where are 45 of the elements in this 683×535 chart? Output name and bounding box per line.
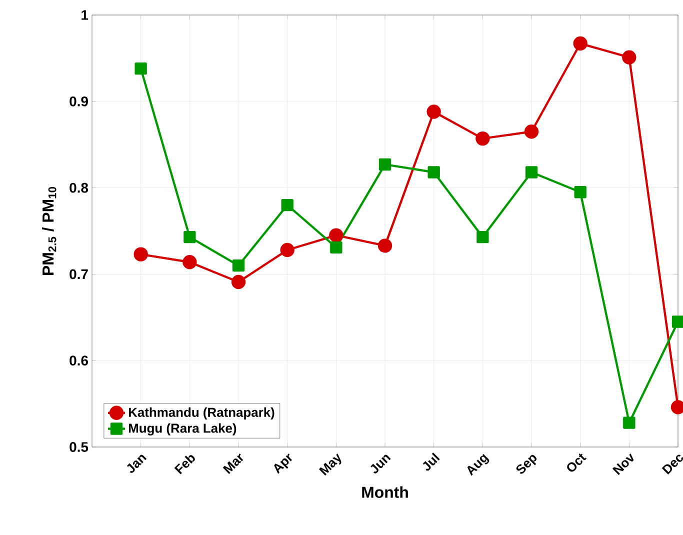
point (330, 241, 342, 254)
y-tick-label: 0.7 (70, 269, 88, 280)
y-tick-label: 0.5 (70, 442, 88, 452)
point (574, 186, 586, 198)
legend-label: Kathmandu (Ratnapark) (128, 407, 274, 420)
x-tick-label: Jul (422, 452, 440, 471)
x-tick-label: Apr (274, 454, 292, 474)
x-tick-label: Aug (467, 454, 490, 476)
point (280, 242, 294, 258)
point (329, 228, 344, 242)
y-tick-label: 0.8 (70, 182, 88, 193)
y-axis-title: PM$_{2.5}$ / PM$_{10}$ (42, 186, 56, 275)
point (231, 274, 246, 290)
x-tick-label: Jan (126, 454, 147, 473)
x-axis-title: Month (362, 486, 408, 498)
point (378, 158, 392, 171)
point (428, 166, 440, 178)
point (573, 36, 588, 51)
point (378, 238, 392, 253)
point (134, 247, 148, 262)
legend-label: Mugu (Rara Lake) (128, 423, 236, 436)
point (476, 131, 490, 146)
x-tick-label: Sep (516, 454, 537, 474)
point (426, 104, 441, 119)
x-tick-label: May (318, 453, 342, 476)
x-tick-label: Feb (174, 455, 195, 474)
point (232, 259, 245, 272)
x-tick-label: Mar (222, 454, 244, 474)
y-tick-label: 0.6 (70, 356, 88, 366)
point (281, 198, 294, 212)
x-tick-label: Jun (370, 454, 391, 474)
point (134, 62, 147, 75)
y-tick-label: 1 (82, 10, 88, 20)
point (622, 50, 636, 64)
point (672, 316, 683, 328)
x-tick-label: Oct (567, 453, 587, 472)
point (524, 124, 539, 139)
y-tick-label: 0.9 (70, 96, 88, 106)
point (182, 255, 197, 270)
x-tick-label: Nov (612, 453, 634, 475)
x-tick-label: Dec (662, 454, 683, 474)
point (623, 416, 636, 429)
point (476, 230, 489, 244)
point (184, 230, 196, 244)
point (525, 166, 538, 178)
